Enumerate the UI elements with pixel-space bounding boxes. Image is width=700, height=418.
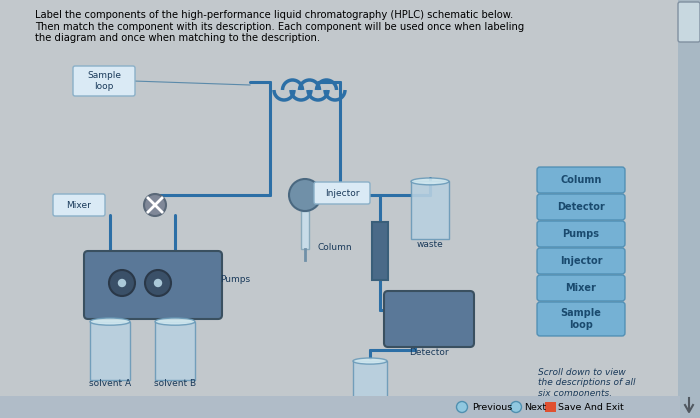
FancyBboxPatch shape	[384, 291, 474, 347]
Text: Previous: Previous	[472, 403, 512, 411]
Text: Detector: Detector	[410, 348, 449, 357]
Ellipse shape	[411, 178, 449, 185]
FancyBboxPatch shape	[411, 181, 449, 240]
Circle shape	[144, 194, 166, 216]
Text: Detector: Detector	[557, 202, 605, 212]
Circle shape	[118, 280, 125, 286]
FancyBboxPatch shape	[301, 211, 309, 249]
FancyBboxPatch shape	[537, 302, 625, 336]
Circle shape	[155, 280, 162, 286]
Text: Sample
loop: Sample loop	[561, 308, 601, 330]
FancyBboxPatch shape	[678, 0, 700, 418]
FancyBboxPatch shape	[545, 402, 556, 412]
Text: solvent A: solvent A	[89, 379, 131, 388]
Ellipse shape	[90, 318, 130, 325]
Circle shape	[145, 270, 171, 296]
FancyBboxPatch shape	[537, 194, 625, 220]
FancyBboxPatch shape	[537, 275, 625, 301]
Text: Pumps: Pumps	[220, 275, 250, 285]
Text: Next: Next	[524, 403, 546, 411]
Text: solvent B: solvent B	[154, 379, 196, 388]
Text: Column: Column	[318, 244, 353, 252]
FancyBboxPatch shape	[372, 222, 388, 280]
Text: Mixer: Mixer	[66, 201, 92, 209]
Text: waste: waste	[416, 240, 443, 249]
Text: Injector: Injector	[560, 256, 602, 266]
FancyBboxPatch shape	[53, 194, 105, 216]
FancyBboxPatch shape	[0, 396, 680, 418]
FancyBboxPatch shape	[90, 321, 130, 380]
Text: Injector: Injector	[325, 189, 359, 197]
Ellipse shape	[353, 358, 387, 364]
Text: Scroll down to view
the descriptions of all
six components.: Scroll down to view the descriptions of …	[538, 368, 636, 398]
Text: Save And Exit: Save And Exit	[558, 403, 624, 411]
Circle shape	[510, 402, 522, 413]
Text: Pumps: Pumps	[563, 229, 599, 239]
FancyBboxPatch shape	[73, 66, 135, 96]
Circle shape	[456, 402, 468, 413]
FancyBboxPatch shape	[314, 182, 370, 204]
FancyBboxPatch shape	[537, 167, 625, 193]
Text: waste: waste	[356, 407, 384, 416]
Text: Sample
loop: Sample loop	[87, 71, 121, 91]
FancyBboxPatch shape	[537, 248, 625, 274]
Circle shape	[109, 270, 135, 296]
Text: Mixer: Mixer	[566, 283, 596, 293]
FancyBboxPatch shape	[155, 321, 195, 380]
FancyBboxPatch shape	[678, 2, 700, 42]
FancyBboxPatch shape	[537, 221, 625, 247]
FancyBboxPatch shape	[84, 251, 222, 319]
Text: Label the components of the high-performance liquid chromatography (HPLC) schema: Label the components of the high-perform…	[35, 10, 524, 43]
Text: Column: Column	[560, 175, 602, 185]
Ellipse shape	[155, 318, 195, 325]
FancyBboxPatch shape	[353, 361, 387, 407]
Circle shape	[289, 179, 321, 211]
